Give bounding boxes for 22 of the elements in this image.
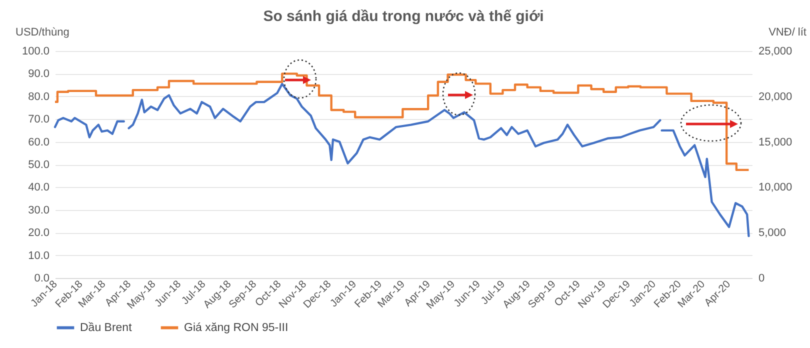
- y-tick-label: 10.0: [28, 250, 50, 262]
- y2-tick-label: 20,000: [758, 90, 792, 103]
- y2-tick-label: 5,000: [758, 227, 786, 240]
- y2-tick-label: 10,000: [758, 182, 792, 194]
- y-tick-label: 90.0: [28, 68, 50, 80]
- legend-label: Dầu Brent: [80, 322, 133, 334]
- y-tick-label: 100.0: [22, 46, 50, 58]
- y2-tick-label: 0: [758, 272, 765, 284]
- y-tick-label: 80.0: [28, 90, 50, 103]
- y-tick-label: 20.0: [28, 227, 50, 240]
- y-tick-label: 40.0: [28, 182, 50, 194]
- y-tick-label: 30.0: [28, 204, 50, 216]
- legend-label: Giá xăng RON 95-III: [184, 322, 288, 334]
- y2-axis-title: VNĐ/ lít: [768, 26, 806, 38]
- y2-tick-label: 15,000: [758, 136, 792, 148]
- y-tick-label: 70.0: [28, 114, 50, 126]
- y-tick-label: 0.0: [34, 272, 50, 284]
- y-axis-title: USD/thùng: [16, 26, 70, 38]
- chart-title: So sánh giá dầu trong nước và thế giới: [263, 8, 544, 25]
- y-tick-label: 50.0: [28, 159, 50, 171]
- y-tick-label: 60.0: [28, 136, 50, 148]
- y2-tick-label: 25,000: [758, 46, 792, 58]
